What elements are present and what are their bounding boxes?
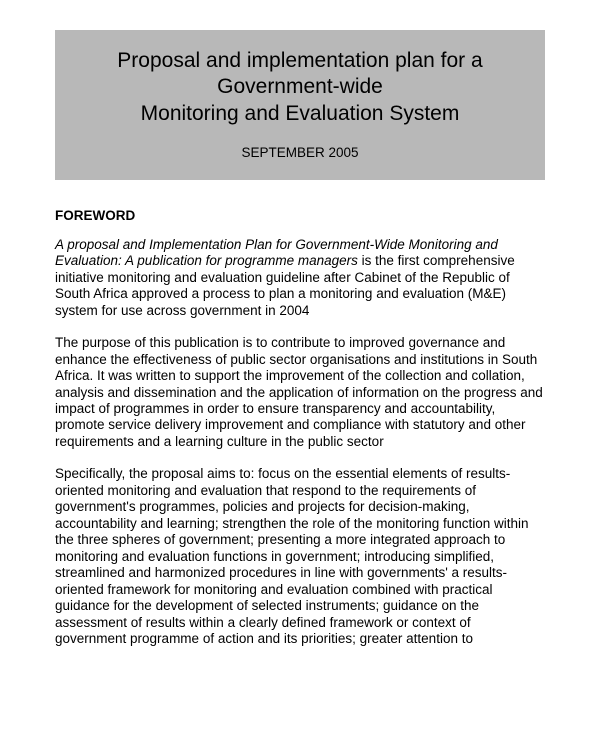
foreword-paragraph-3: Specifically, the proposal aims to: focu… [55,466,545,647]
title-box: Proposal and implementation plan for a G… [55,30,545,180]
document-date: SEPTEMBER 2005 [75,145,525,160]
foreword-paragraph-2: The purpose of this publication is to co… [55,335,545,450]
title-line-1: Proposal and implementation plan for a [117,49,482,72]
foreword-paragraph-1: A proposal and Implementation Plan for G… [55,237,545,319]
title-line-2: Government-wide [217,75,383,98]
title-line-3: Monitoring and Evaluation System [141,102,460,125]
document-title: Proposal and implementation plan for a G… [75,48,525,127]
document-page: Proposal and implementation plan for a G… [0,0,600,648]
foreword-heading: FOREWORD [55,208,545,223]
